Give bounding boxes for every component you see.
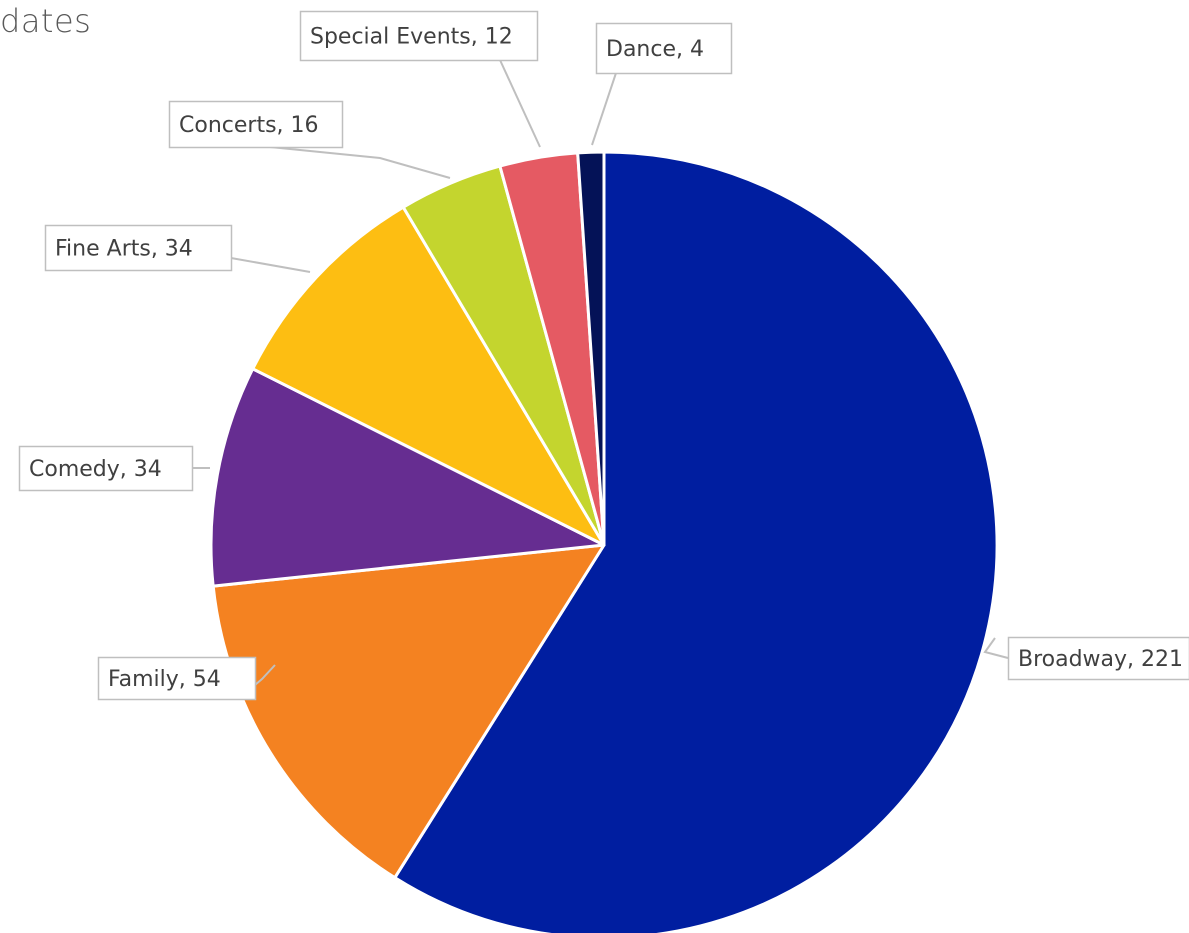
data-label-concerts: Concerts, 16 [179,113,319,138]
chart-title: dates [0,2,92,40]
pie-slice-fine-arts [251,205,606,547]
data-label-fine-arts: Fine Arts, 34 [55,237,193,262]
data-label-box-special-events [299,10,539,62]
leader-line-concerts [269,146,451,179]
pie-slice-broadway [393,150,999,933]
data-label-box-fine-arts [44,224,233,272]
pie-slice-comedy [209,367,606,588]
pie-slice-family [211,543,606,880]
leader-line-fine-arts [230,257,311,273]
pie-slice-dance [576,150,606,547]
data-label-dance: Dance, 4 [606,37,704,62]
data-label-box-broadway [1007,636,1189,681]
leader-line-family [254,664,276,686]
data-label-box-comedy [18,445,194,492]
data-label-box-dance [595,22,733,75]
leader-line-dance [591,72,617,146]
data-label-box-family [97,656,257,701]
data-label-box-concerts [168,100,344,149]
data-label-comedy: Comedy, 34 [29,457,162,482]
data-label-family: Family, 54 [108,667,221,692]
data-label-broadway: Broadway, 221 [1018,647,1183,672]
leader-line-broadway [983,637,1009,659]
data-label-special-events: Special Events, 12 [310,25,513,50]
leader-line-special-events [499,59,541,148]
